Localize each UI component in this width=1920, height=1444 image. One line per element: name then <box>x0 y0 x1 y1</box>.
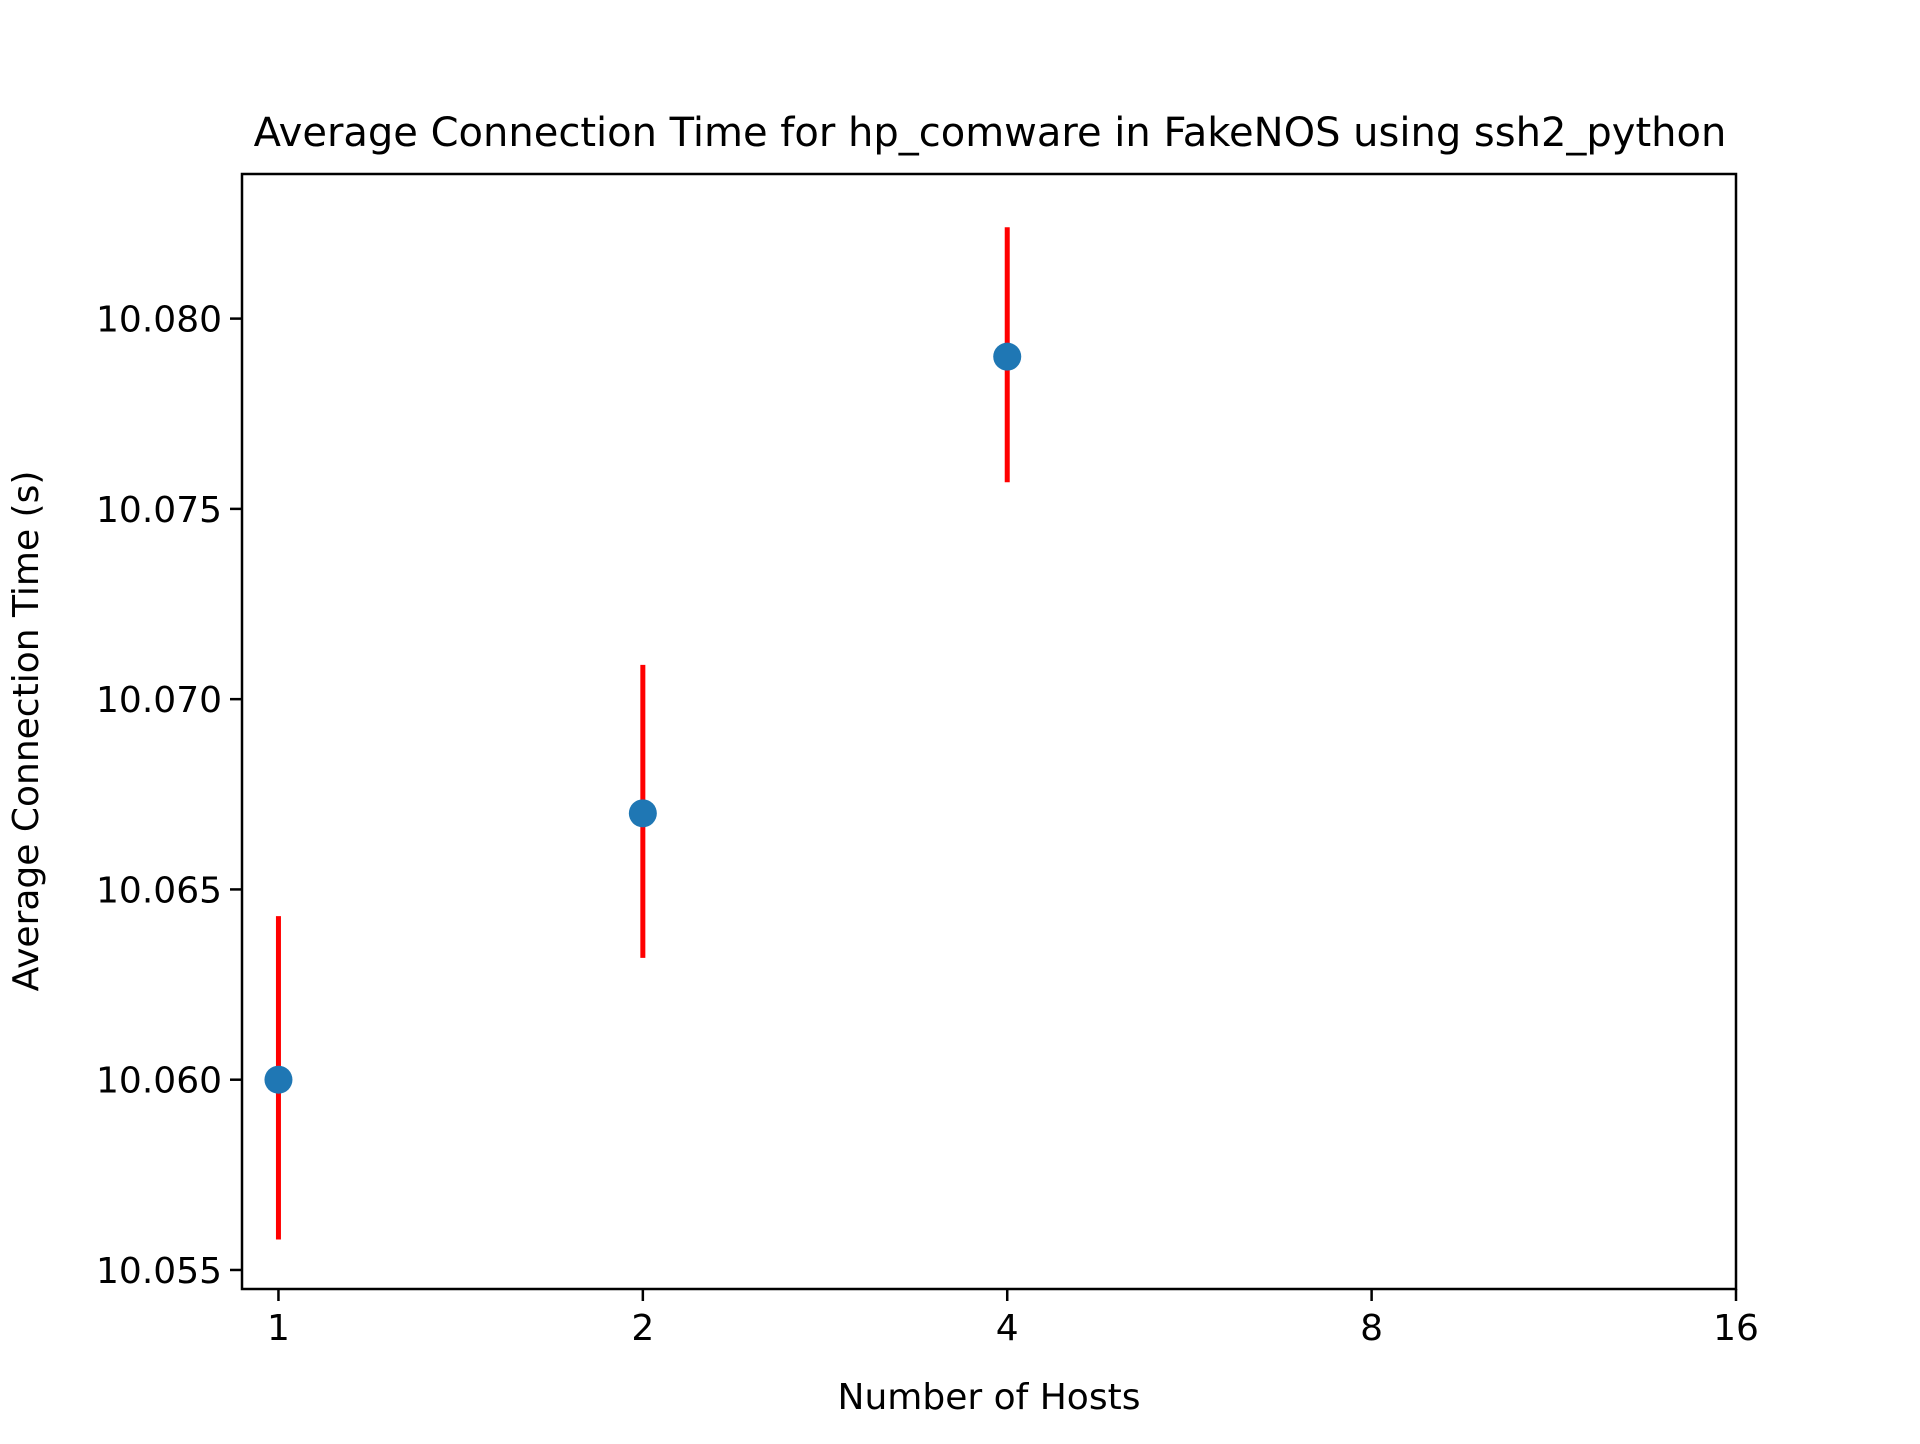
data-point <box>993 342 1022 371</box>
y-tick-label: 10.060 <box>96 1061 222 1102</box>
data-point <box>264 1065 293 1094</box>
y-tick-label: 10.080 <box>96 300 222 341</box>
data-marks <box>264 227 1022 1240</box>
y-tick-label: 10.055 <box>96 1251 222 1292</box>
x-axis-label: Number of Hosts <box>838 1377 1141 1418</box>
y-axis-label: Average Connection Time (s) <box>6 471 47 992</box>
y-tick-label: 10.075 <box>96 490 222 531</box>
x-tick-label: 4 <box>996 1308 1019 1349</box>
x-tick-label: 8 <box>1360 1308 1383 1349</box>
chart-title: Average Connection Time for hp_comware i… <box>254 110 1727 156</box>
data-point <box>628 799 657 828</box>
x-axis: 1 2 4 8 16 <box>267 1289 1759 1349</box>
x-tick-label: 2 <box>631 1308 654 1349</box>
x-tick-label: 1 <box>267 1308 290 1349</box>
y-tick-label: 10.065 <box>96 870 222 911</box>
x-tick-label: 16 <box>1713 1308 1759 1349</box>
y-axis: 10.055 10.060 10.065 10.070 10.075 10.080 <box>96 300 242 1292</box>
y-tick-label: 10.070 <box>96 680 222 721</box>
plot-area-frame <box>240 172 1738 1291</box>
